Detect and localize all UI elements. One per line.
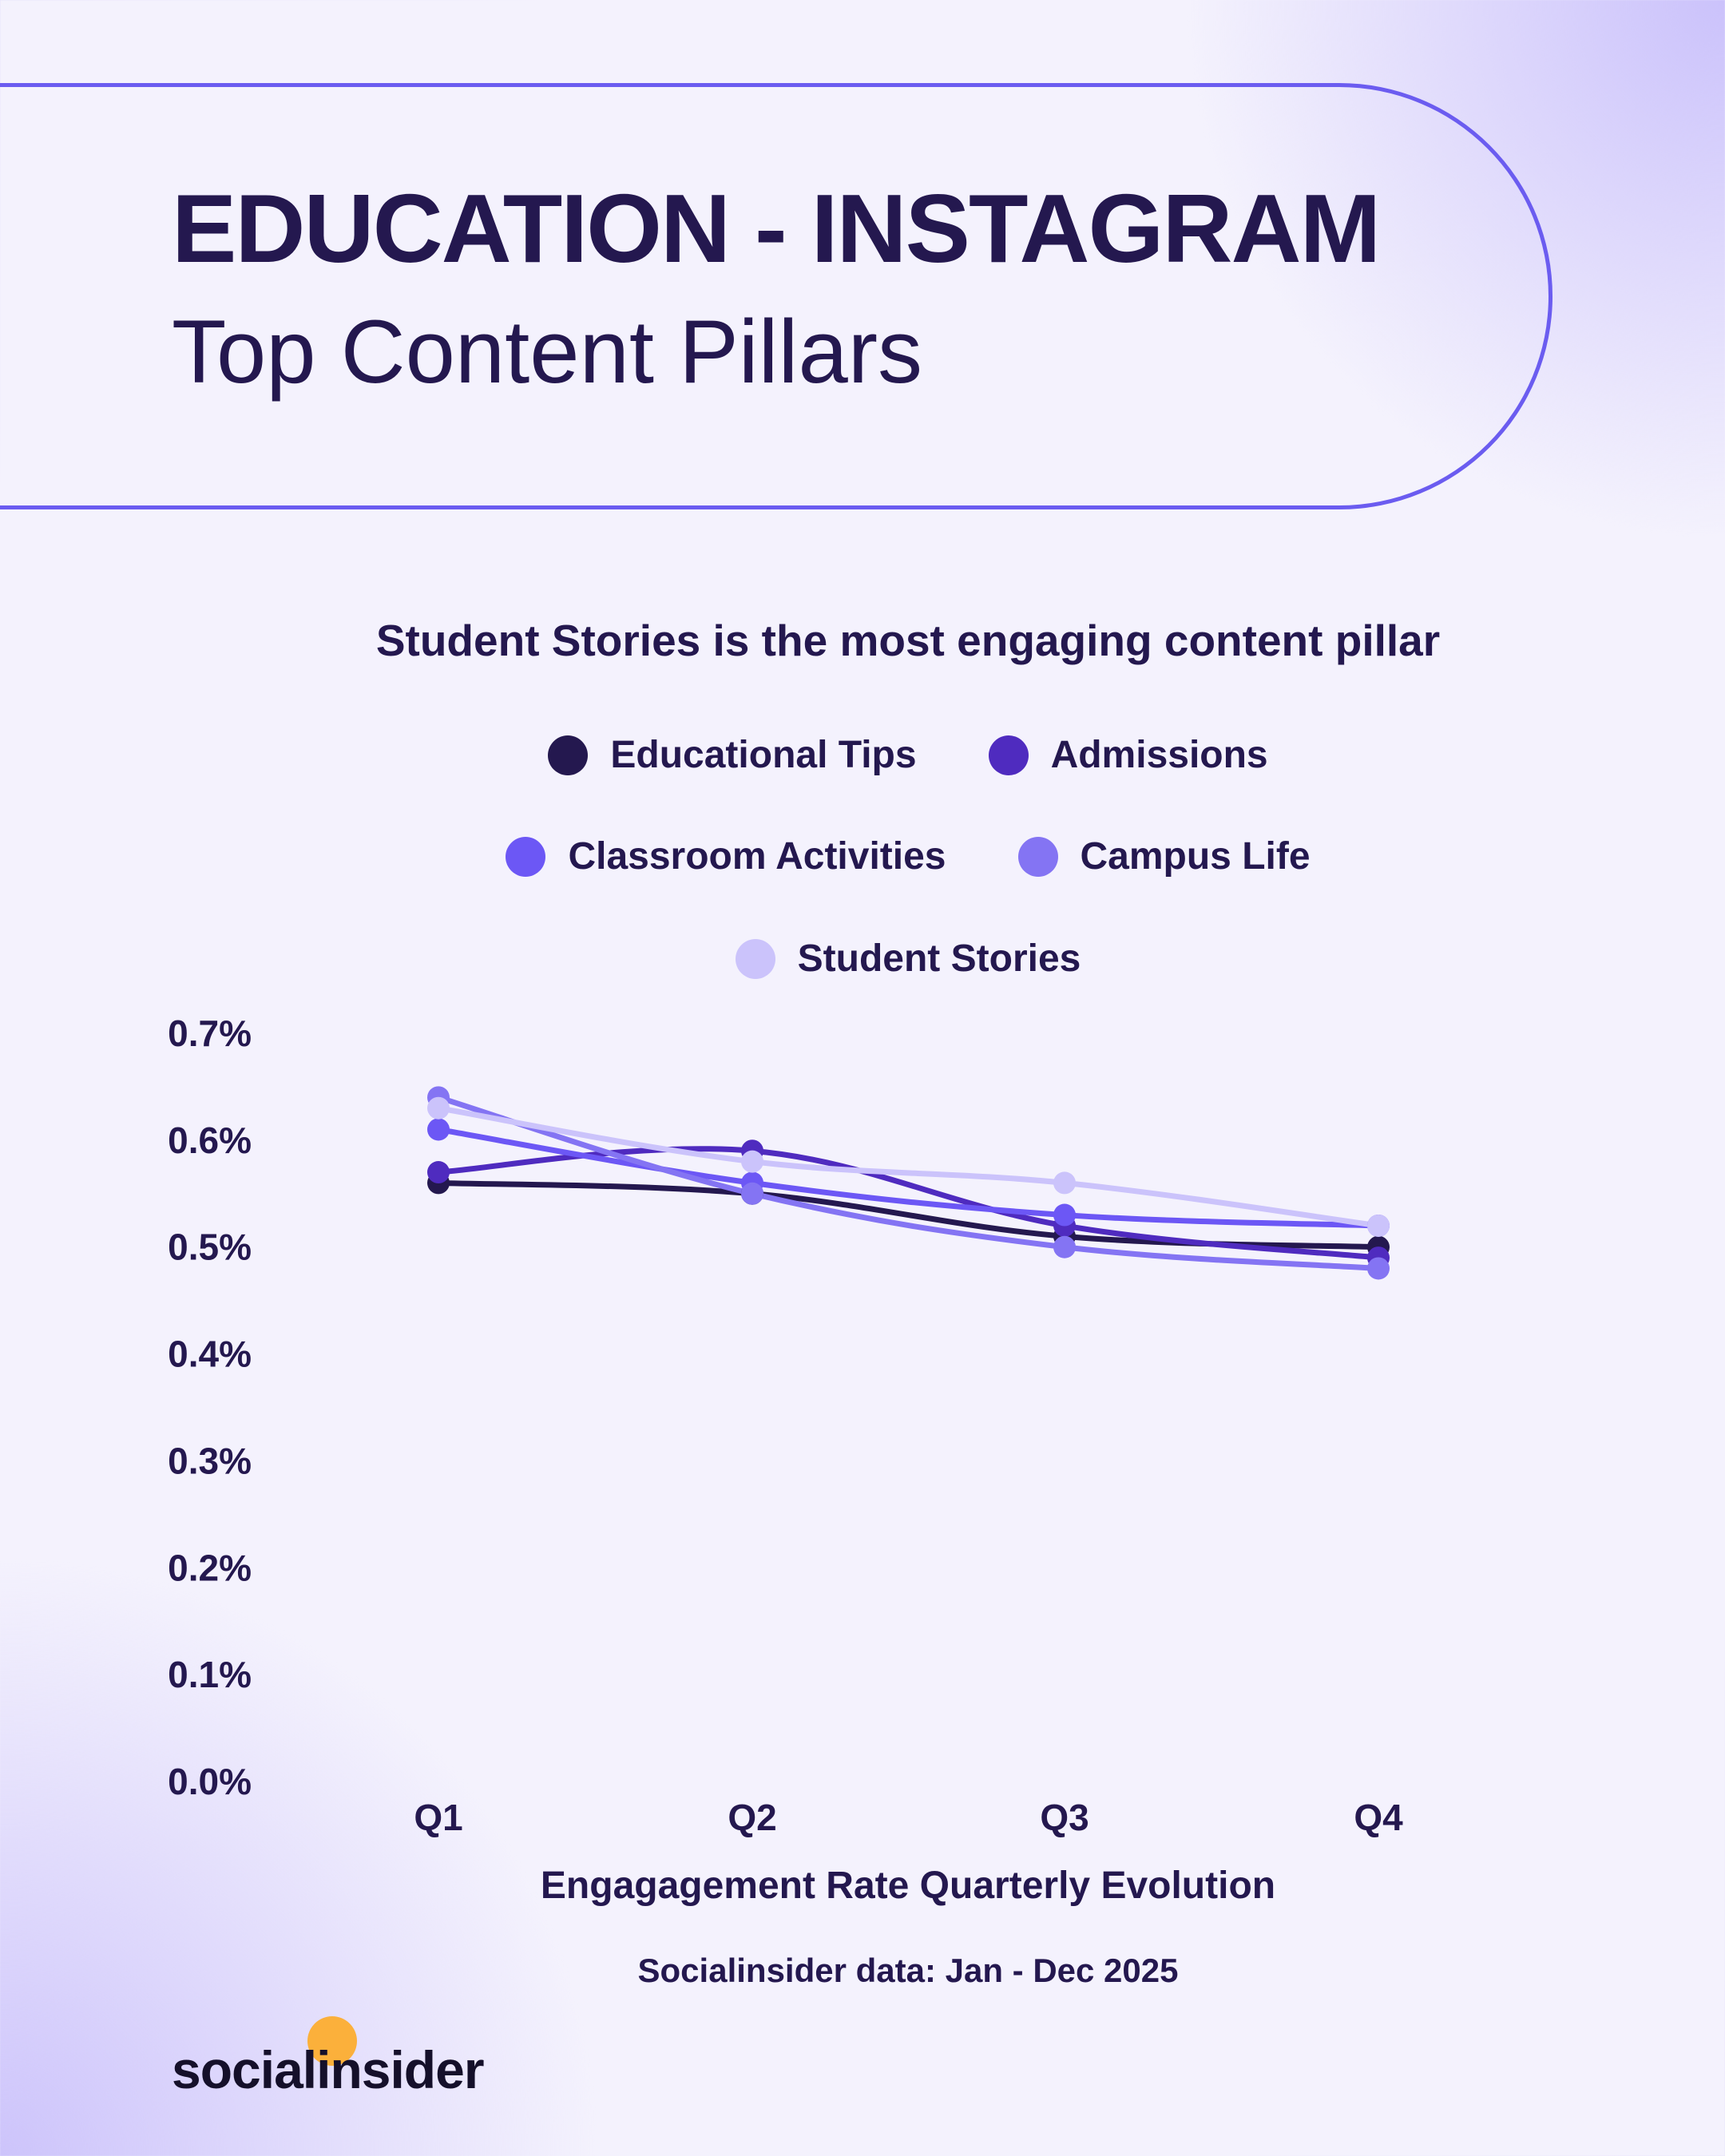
data-source: Socialinsider data: Jan - Dec 2025 [637,1952,1179,1989]
legend-item[interactable]: Student Stories [735,937,1081,981]
series-line [435,1179,1382,1250]
legend-row: Educational Tips Admissions [0,733,1725,777]
legend-row: Student Stories [0,937,1725,981]
legend-swatch-icon [548,735,589,775]
page-subtitle: Top Content Pillars [172,302,923,402]
series-line [435,1094,1382,1271]
data-point [1053,1235,1076,1258]
x-tick-label: Q1 [414,1797,462,1838]
legend-label: Student Stories [797,937,1081,980]
legend-item[interactable]: Educational Tips [548,733,917,777]
data-point [1367,1257,1390,1280]
data-point [427,1161,450,1184]
legend-label: Campus Life [1080,835,1311,878]
chart-title: Student Stories is the most engaging con… [375,616,1441,665]
logo-accent-icon [307,2016,357,2066]
legend-swatch-icon [506,836,546,877]
y-tick-label: 0.5% [168,1227,252,1268]
legend-swatch-icon [988,735,1029,775]
series-line [435,1105,1382,1229]
legend-row: Classroom Activities Campus Life [0,834,1725,878]
legend-item[interactable]: Classroom Activities [506,834,946,878]
data-point [427,1096,450,1120]
page-title: EDUCATION - INSTAGRAM [172,174,1381,283]
legend-item[interactable]: Admissions [988,733,1268,777]
y-tick-label: 0.3% [168,1440,252,1481]
x-axis-label: Engagagement Rate Quarterly Evolution [541,1865,1275,1907]
legend-swatch-icon [1017,836,1058,877]
y-tick-label: 0.6% [168,1120,252,1161]
y-tick-label: 0.2% [168,1547,252,1588]
data-point [741,1150,763,1173]
legend-swatch-icon [735,938,775,979]
y-tick-label: 0.4% [168,1334,252,1375]
data-point [741,1182,763,1205]
x-tick-label: Q3 [1040,1797,1089,1838]
y-tick-label: 0.7% [168,1013,252,1054]
series-line [435,1126,1382,1229]
x-tick-label: Q4 [1354,1797,1403,1838]
legend-label: Educational Tips [610,734,917,776]
logo-text: socialinsider [172,2040,485,2099]
data-point [427,1118,450,1141]
legend-label: Admissions [1050,734,1268,776]
data-point [1053,1171,1076,1195]
y-tick-label: 0.1% [168,1654,252,1695]
legend-item[interactable]: Campus Life [1017,834,1311,878]
data-point [1367,1214,1390,1237]
x-tick-label: Q2 [728,1797,776,1838]
data-point [1053,1203,1076,1227]
y-tick-label: 0.0% [168,1761,252,1802]
header-pill-frame [0,83,1552,509]
socialinsider-logo: socialinsider [172,2012,523,2100]
legend-label: Classroom Activities [568,835,946,878]
